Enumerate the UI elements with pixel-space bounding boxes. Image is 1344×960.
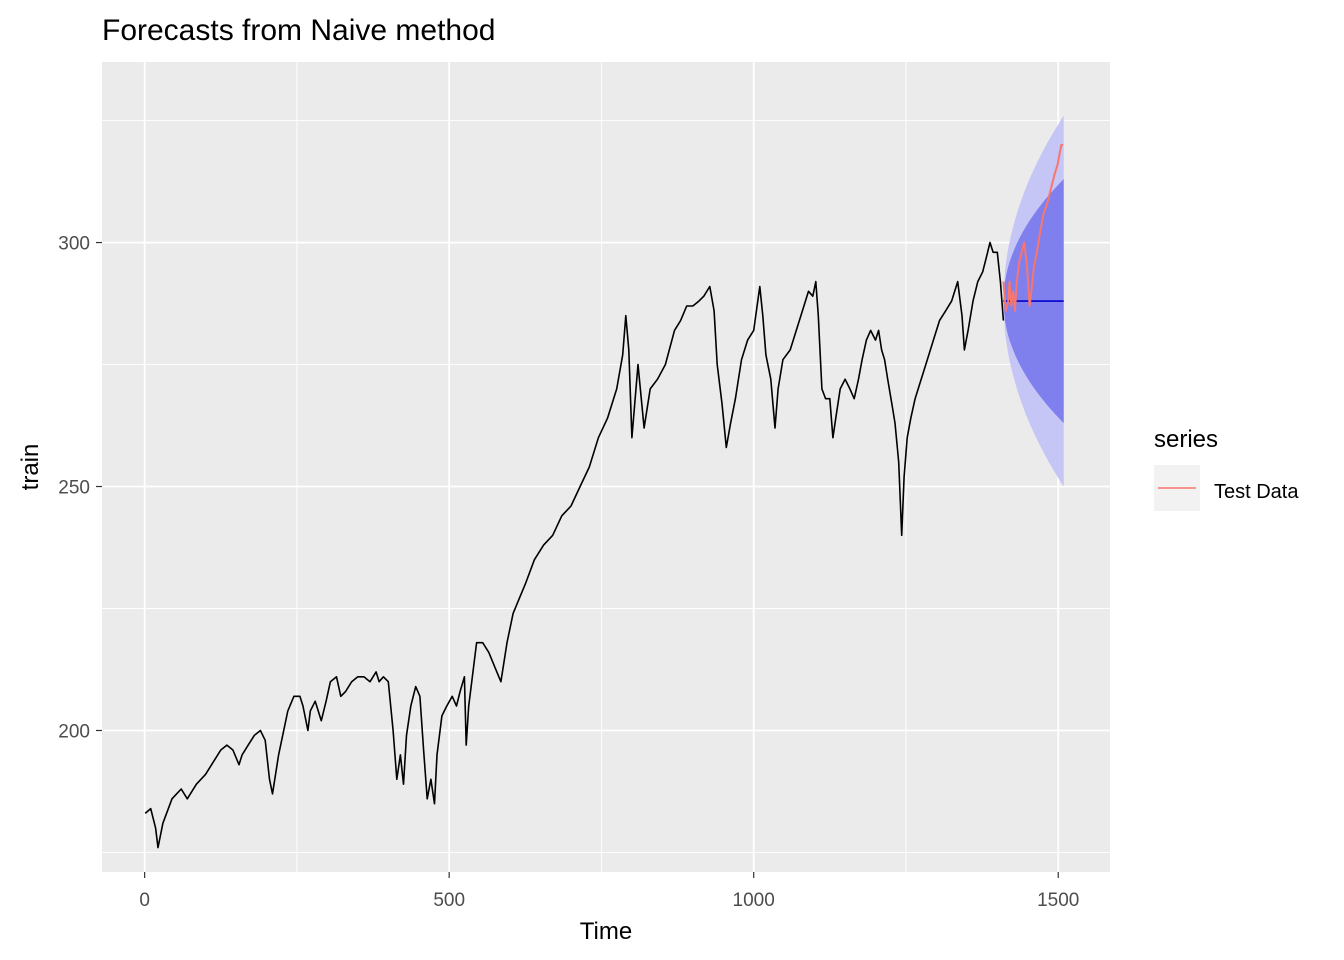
y-axis-ticks: 200 250 300 (58, 234, 102, 742)
test-data-line (1002, 144, 1064, 312)
train-line (144, 241, 1005, 849)
x-axis-ticks: 0 500 1000 1500 (139, 872, 1079, 911)
x-tick-label: 1500 (1037, 890, 1079, 911)
legend-title: series (1154, 426, 1218, 453)
series-lines (144, 144, 1064, 849)
y-tick-label: 300 (58, 234, 90, 255)
x-tick-label: 1000 (733, 890, 775, 911)
y-tick-label: 200 (58, 721, 90, 742)
legend-label-test-data: Test Data (1214, 481, 1299, 503)
legend: series Test Data (1154, 426, 1299, 511)
x-axis-title: Time (580, 918, 632, 945)
minor-gridlines (102, 62, 1110, 872)
x-tick-label: 500 (433, 890, 465, 911)
plot-panel (102, 62, 1110, 872)
chart-title: Forecasts from Naive method (102, 14, 495, 47)
y-tick-label: 250 (58, 478, 90, 499)
x-tick-label: 0 (139, 890, 150, 911)
y-axis-title: train (17, 444, 44, 491)
